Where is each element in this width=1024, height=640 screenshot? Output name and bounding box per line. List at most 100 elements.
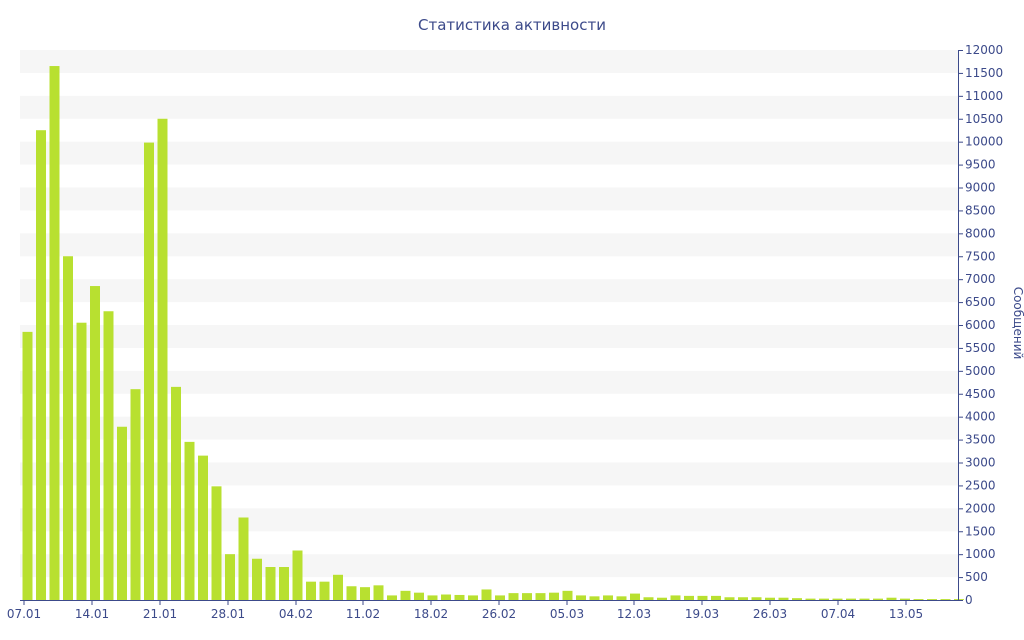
bar[interactable] <box>616 596 627 600</box>
bar[interactable] <box>589 596 600 600</box>
bar[interactable] <box>171 386 181 600</box>
y-tick-label: 5500 <box>965 341 996 355</box>
bar[interactable] <box>751 597 762 600</box>
bar[interactable] <box>292 550 303 601</box>
bar[interactable] <box>36 130 46 601</box>
bar[interactable] <box>711 595 721 600</box>
grid-band <box>20 416 958 440</box>
bar[interactable] <box>306 581 316 600</box>
bar[interactable] <box>387 595 397 600</box>
bar[interactable] <box>522 593 532 600</box>
grid-band <box>20 50 958 73</box>
x-tick-label: 05.03 <box>550 607 584 621</box>
y-tick-label: 9500 <box>965 158 996 172</box>
x-tick-label: 21.01 <box>143 607 177 621</box>
bar[interactable] <box>927 599 937 600</box>
x-tick-label: 07.01 <box>7 607 41 621</box>
x-tick-label: 26.02 <box>482 607 516 621</box>
bar[interactable] <box>333 574 343 600</box>
bar[interactable] <box>697 595 708 600</box>
bar[interactable] <box>778 597 789 600</box>
bar[interactable] <box>63 256 73 600</box>
bar[interactable] <box>792 598 802 600</box>
bar[interactable] <box>144 142 154 601</box>
bar[interactable] <box>346 586 357 600</box>
grid-band <box>20 325 958 348</box>
x-tick-label: 04.02 <box>279 607 313 621</box>
grid-band <box>20 370 958 394</box>
bar[interactable] <box>373 585 384 600</box>
bar[interactable] <box>859 598 870 600</box>
x-tick-label: 07.04 <box>821 607 855 621</box>
bar[interactable] <box>225 554 235 600</box>
bar[interactable] <box>832 598 843 600</box>
bar[interactable] <box>670 595 681 600</box>
bar[interactable] <box>400 590 411 600</box>
bar[interactable] <box>481 589 492 600</box>
x-tick-label: 28.01 <box>211 607 245 621</box>
bar[interactable] <box>117 426 127 600</box>
bar[interactable] <box>535 593 546 600</box>
bar[interactable] <box>819 598 829 600</box>
bar[interactable] <box>360 587 370 600</box>
bar[interactable] <box>657 597 667 600</box>
bar[interactable] <box>414 592 424 600</box>
bar[interactable] <box>805 598 816 600</box>
bar[interactable] <box>454 594 465 600</box>
bar[interactable] <box>252 558 262 600</box>
bar[interactable] <box>562 590 573 600</box>
x-tick-label: 14.01 <box>75 607 109 621</box>
bar[interactable] <box>103 311 114 600</box>
y-tick-label: 12000 <box>965 43 1003 57</box>
bar[interactable] <box>319 581 330 600</box>
y-tick-label: 11500 <box>965 66 1003 80</box>
bar[interactable] <box>940 599 951 600</box>
y-tick-label: 9000 <box>965 181 996 195</box>
bar[interactable] <box>765 597 775 600</box>
bar[interactable] <box>643 597 654 600</box>
chart-title: Статистика активности <box>418 16 606 34</box>
y-tick-label: 2500 <box>965 478 996 492</box>
bar[interactable] <box>427 595 438 600</box>
x-tick-label: 12.03 <box>617 607 651 621</box>
bar[interactable] <box>211 486 222 600</box>
grid-band <box>20 508 958 532</box>
y-tick-label: 7000 <box>965 272 996 286</box>
bar[interactable] <box>279 567 289 600</box>
y-tick-label: 5000 <box>965 364 996 378</box>
x-tick-label: 18.02 <box>414 607 448 621</box>
bar[interactable] <box>184 441 195 600</box>
bar[interactable] <box>22 331 33 600</box>
y-tick-label: 6000 <box>965 318 996 332</box>
bar[interactable] <box>630 593 640 600</box>
bar[interactable] <box>886 597 897 600</box>
y-tick-label: 6500 <box>965 295 996 309</box>
bar[interactable] <box>495 595 505 600</box>
y-tick-label: 11000 <box>965 89 1003 103</box>
bar[interactable] <box>468 595 478 600</box>
bar[interactable] <box>724 597 735 600</box>
bar[interactable] <box>49 66 60 600</box>
bar[interactable] <box>508 593 519 600</box>
bar[interactable] <box>198 455 208 600</box>
bar[interactable] <box>157 118 168 600</box>
bar[interactable] <box>738 597 748 600</box>
bar[interactable] <box>873 598 883 600</box>
bar[interactable] <box>603 595 613 600</box>
bar[interactable] <box>913 599 924 600</box>
bar[interactable] <box>441 594 451 601</box>
bar[interactable] <box>130 389 141 600</box>
bar[interactable] <box>846 598 856 600</box>
bar[interactable] <box>90 286 100 600</box>
bar[interactable] <box>76 322 87 600</box>
bar[interactable] <box>549 592 559 600</box>
bar[interactable] <box>900 598 910 600</box>
bar[interactable] <box>238 517 249 601</box>
bar[interactable] <box>684 595 694 600</box>
y-tick-label: 3000 <box>965 456 996 470</box>
bar[interactable] <box>265 567 276 600</box>
y-tick-label: 10000 <box>965 135 1003 149</box>
bar[interactable] <box>576 595 586 600</box>
grid-band <box>20 141 958 165</box>
